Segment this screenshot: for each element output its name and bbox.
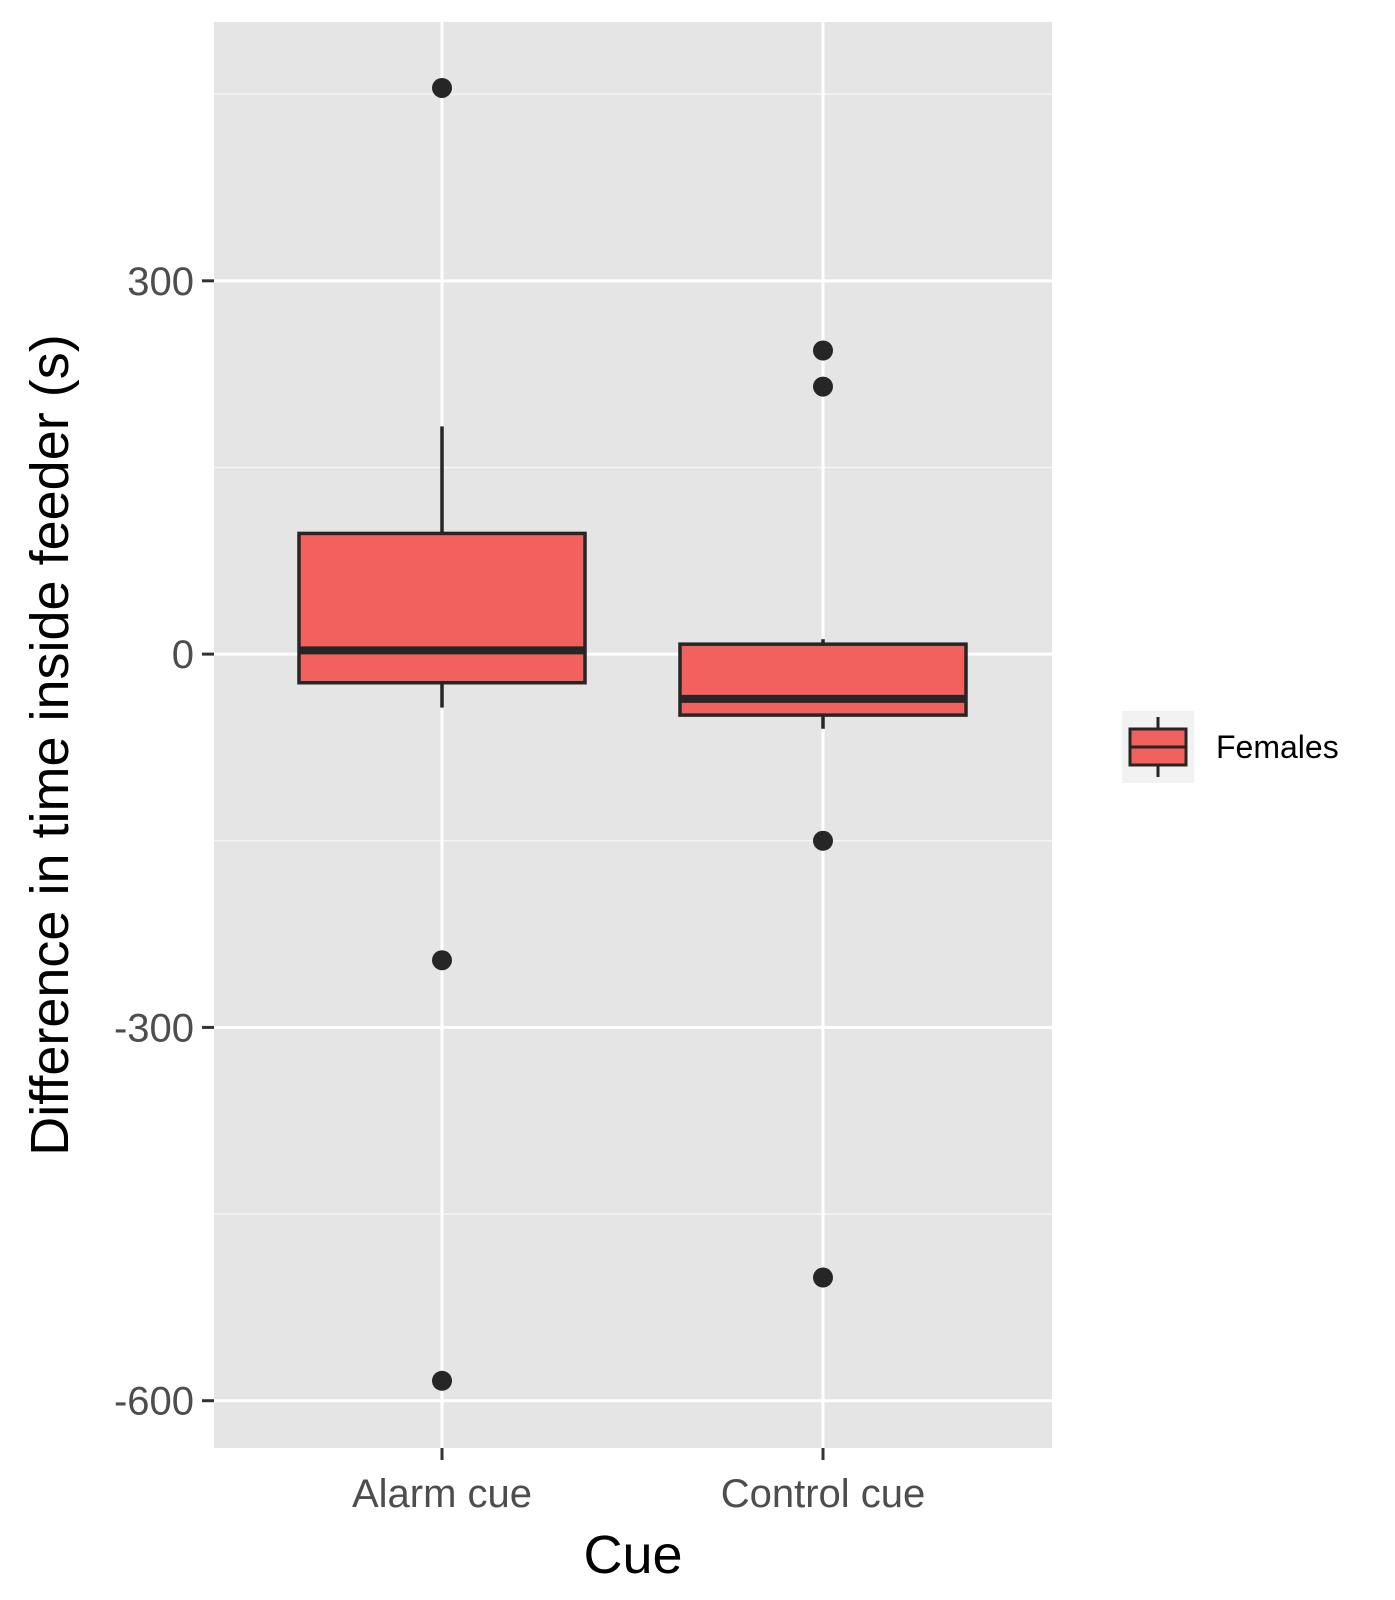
outlier-point: [813, 830, 833, 851]
x-tick-label: Control cue: [721, 1472, 926, 1516]
outlier-point: [813, 340, 833, 361]
legend-label: Females: [1216, 729, 1339, 765]
x-tick-label: Alarm cue: [352, 1472, 532, 1516]
boxes: [297, 531, 968, 717]
outlier-point: [432, 77, 452, 98]
x-axis-title: Cue: [583, 1525, 682, 1585]
box: [678, 642, 968, 717]
legend: Females: [1122, 711, 1339, 783]
box: [297, 531, 587, 685]
y-tick-label: 300: [127, 260, 194, 304]
outlier-point: [432, 1370, 452, 1391]
outlier-point: [813, 1267, 833, 1288]
y-tick-label: -600: [114, 1380, 194, 1424]
outlier-point: [813, 376, 833, 397]
outliers: [432, 77, 833, 1391]
y-tick-label: 0: [172, 633, 194, 677]
outlier-point: [432, 950, 452, 971]
y-tick-label: -300: [114, 1006, 194, 1050]
y-axis-title: Difference in time inside feeder (s): [20, 334, 80, 1155]
plot-panel: [214, 22, 1052, 1448]
axes: 300 0 -300 -600 Alarm cue Control cue: [114, 260, 925, 1516]
